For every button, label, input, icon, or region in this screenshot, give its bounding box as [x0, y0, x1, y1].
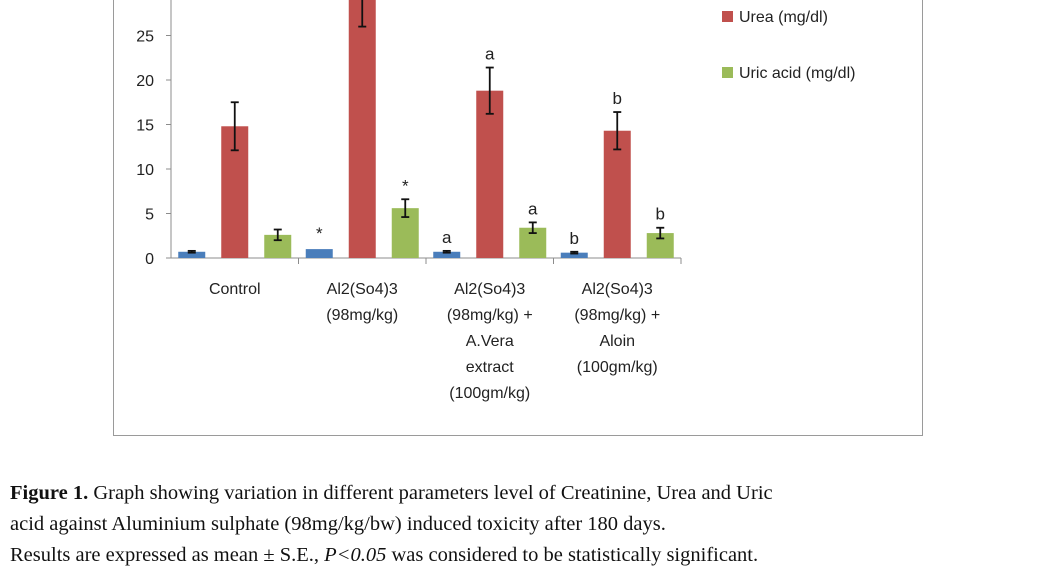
bar-chart: 0 5 10 15 20 25 Control Al2(So4)3 (98mg/kg) Al2(S…	[136, 0, 855, 402]
caption-line-2: acid against Aluminium sulphate (98mg/kg…	[10, 513, 666, 535]
bar	[603, 130, 631, 258]
legend-swatch	[722, 11, 733, 22]
x-category-label: (98mg/kg)	[326, 307, 398, 324]
significance-label: b	[656, 205, 665, 224]
legend-swatch	[722, 67, 733, 78]
bar	[348, 0, 376, 258]
bar	[476, 90, 504, 259]
caption-line-3-end: was considered to be statistically signi…	[386, 544, 759, 566]
x-category-label: Al2(So4)3	[454, 281, 525, 298]
bar	[305, 249, 333, 258]
y-tick-label: 10	[136, 162, 154, 179]
x-category-label: Al2(So4)3	[582, 281, 653, 298]
x-category-label: A.Vera	[466, 333, 514, 350]
x-category-label: Aloin	[599, 333, 635, 350]
y-tick-label: 15	[136, 118, 154, 135]
legend-label: Urea (mg/dl)	[739, 9, 828, 26]
caption-line-3-start: Results are expressed as mean ± S.E.,	[10, 544, 325, 566]
y-tick-label: 0	[145, 251, 154, 268]
x-category-label: extract	[466, 359, 515, 376]
bar	[264, 234, 292, 258]
caption-line-1: Figure 1. Graph showing variation in dif…	[10, 478, 1038, 509]
figure-caption: Figure 1. Graph showing variation in dif…	[10, 478, 1038, 571]
y-tick-label: 25	[136, 29, 154, 46]
x-category-label: Al2(So4)3	[327, 281, 398, 298]
significance-label: a	[528, 199, 538, 218]
significance-label: *	[316, 224, 323, 243]
x-category-label: (100gm/kg)	[449, 385, 530, 402]
caption-line-1-text: Graph showing variation in different par…	[88, 482, 773, 504]
significance-label: a	[485, 45, 495, 64]
figure-label: Figure 1.	[10, 482, 89, 504]
bar	[433, 251, 461, 258]
bar	[178, 251, 206, 258]
x-category-label: (98mg/kg) +	[447, 307, 533, 324]
x-category-label: (98mg/kg) +	[574, 307, 660, 324]
significance-label: b	[613, 89, 622, 108]
caption-line-3: Results are expressed as mean ± S.E., P<…	[10, 540, 1038, 571]
significance-label: *	[402, 176, 409, 195]
x-category-label: (100gm/kg)	[577, 359, 658, 376]
y-tick-label: 5	[145, 207, 154, 224]
figure-frame: 0 5 10 15 20 25 Control Al2(So4)3 (98mg/kg) Al2(S…	[113, 0, 923, 436]
significance-label: a	[442, 228, 452, 247]
legend-label: Uric acid (mg/dl)	[739, 65, 855, 82]
p-value: P<0.05	[324, 544, 387, 566]
y-tick-label: 20	[136, 73, 154, 90]
x-category-label: Control	[209, 281, 261, 298]
significance-label: b	[570, 229, 579, 248]
bar	[560, 252, 588, 258]
